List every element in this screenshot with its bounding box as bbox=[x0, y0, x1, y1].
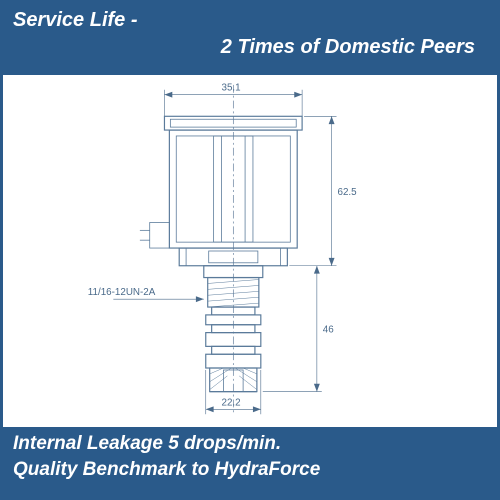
valve-diagram: 35.1 62.5 bbox=[3, 75, 497, 427]
dim-thread: 11/16-12UN-2A bbox=[88, 287, 156, 298]
footer-line2: Quality Benchmark to HydraForce bbox=[13, 459, 487, 481]
dim-height-stem: 46 bbox=[323, 325, 334, 336]
header-band: Service Life - 2 Times of Domestic Peers bbox=[3, 3, 497, 75]
dim-height-coil: 62.5 bbox=[338, 187, 358, 198]
infographic-container: Service Life - 2 Times of Domestic Peers… bbox=[0, 0, 500, 500]
footer-band: Internal Leakage 5 drops/min. Quality Be… bbox=[3, 427, 497, 497]
header-line2: 2 Times of Domestic Peers bbox=[13, 36, 487, 59]
valve-svg: 35.1 62.5 bbox=[3, 75, 497, 427]
footer-line1: Internal Leakage 5 drops/min. bbox=[13, 433, 487, 455]
dim-width-bottom: 22.2 bbox=[221, 397, 240, 408]
dim-width-top: 35.1 bbox=[221, 83, 240, 94]
header-line1: Service Life - bbox=[13, 9, 487, 32]
